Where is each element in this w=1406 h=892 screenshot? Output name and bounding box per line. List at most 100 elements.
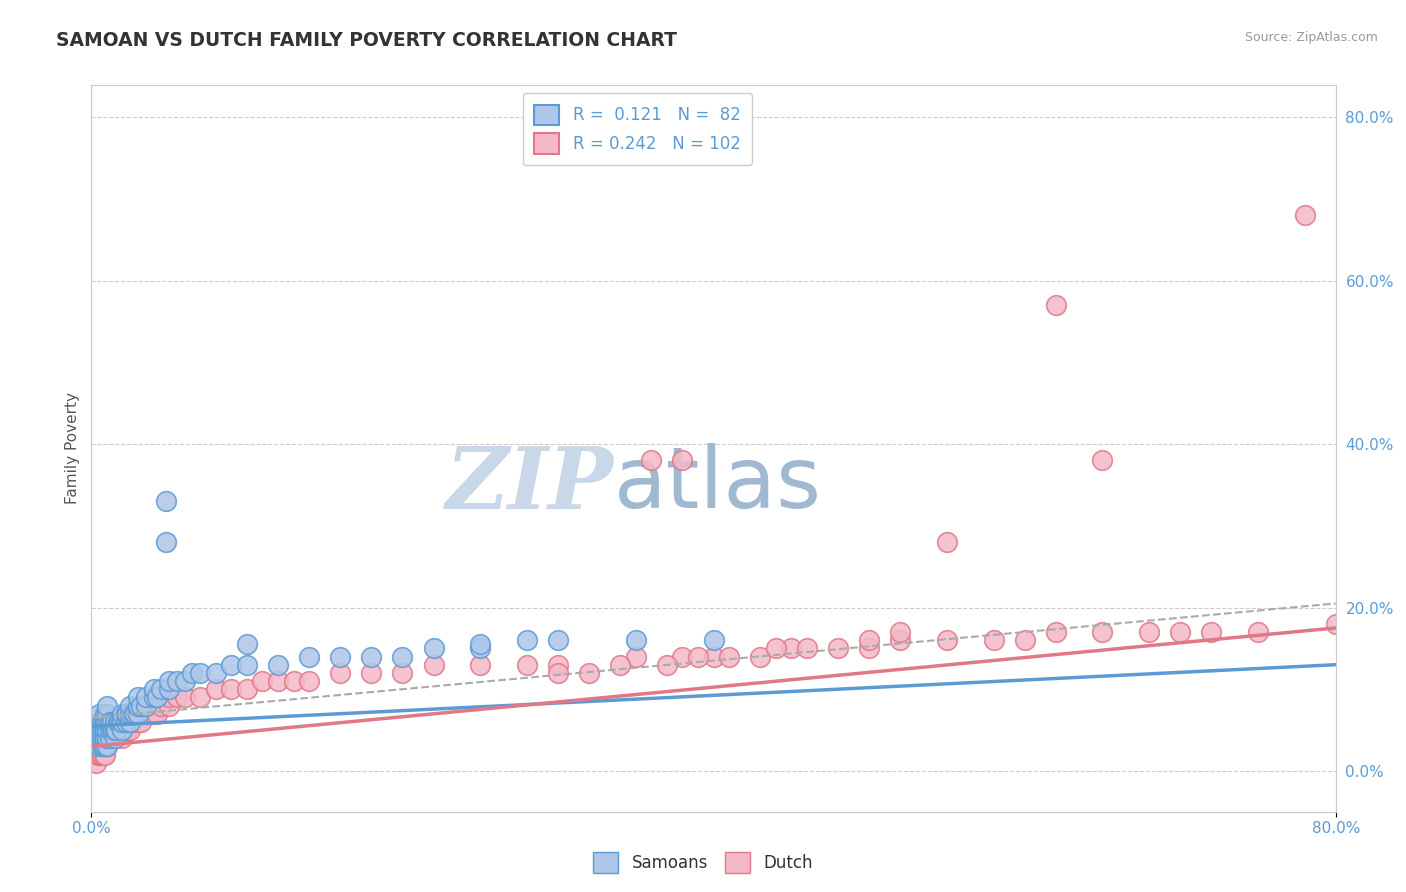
Point xyxy=(96,714,118,729)
Text: Source: ZipAtlas.com: Source: ZipAtlas.com xyxy=(1244,31,1378,45)
Point xyxy=(89,731,111,746)
Point xyxy=(252,673,274,688)
Text: SAMOAN VS DUTCH FAMILY POVERTY CORRELATION CHART: SAMOAN VS DUTCH FAMILY POVERTY CORRELATI… xyxy=(56,31,678,50)
Point xyxy=(1091,453,1114,467)
Point xyxy=(94,731,117,746)
Point xyxy=(935,633,957,648)
Point xyxy=(114,723,136,737)
Point xyxy=(114,706,136,721)
Point xyxy=(166,673,188,688)
Point xyxy=(96,731,118,746)
Point xyxy=(236,657,259,672)
Point xyxy=(89,714,111,729)
Point xyxy=(547,657,569,672)
Point xyxy=(1137,625,1160,640)
Point xyxy=(107,714,129,729)
Point xyxy=(89,731,111,746)
Point xyxy=(655,657,678,672)
Point xyxy=(1045,625,1067,640)
Point xyxy=(100,714,122,729)
Point xyxy=(96,739,118,754)
Point xyxy=(188,665,211,680)
Point xyxy=(157,690,180,705)
Point xyxy=(889,625,911,640)
Point xyxy=(1324,616,1347,631)
Point xyxy=(150,682,173,697)
Point xyxy=(91,739,114,754)
Point xyxy=(983,633,1005,648)
Point xyxy=(1045,298,1067,312)
Point xyxy=(111,723,134,737)
Point xyxy=(718,649,741,664)
Point xyxy=(329,665,352,680)
Point xyxy=(547,633,569,648)
Point xyxy=(101,723,124,737)
Point xyxy=(120,706,142,721)
Point xyxy=(145,706,167,721)
Point xyxy=(236,682,259,697)
Point xyxy=(1014,633,1036,648)
Point xyxy=(267,673,290,688)
Point xyxy=(796,641,818,656)
Point xyxy=(115,706,138,721)
Point xyxy=(827,641,849,656)
Point xyxy=(129,714,152,729)
Point xyxy=(267,657,290,672)
Point xyxy=(578,665,600,680)
Point xyxy=(702,633,725,648)
Point xyxy=(422,657,444,672)
Point xyxy=(94,747,117,762)
Legend: R =  0.121   N =  82, R = 0.242   N = 102: R = 0.121 N = 82, R = 0.242 N = 102 xyxy=(523,93,752,165)
Point xyxy=(91,747,114,762)
Point xyxy=(91,723,114,737)
Point xyxy=(127,698,149,713)
Point xyxy=(90,747,112,762)
Point xyxy=(173,690,195,705)
Point xyxy=(145,690,167,705)
Legend: Samoans, Dutch: Samoans, Dutch xyxy=(586,846,820,880)
Point xyxy=(96,714,118,729)
Point xyxy=(111,706,134,721)
Point xyxy=(101,723,124,737)
Point xyxy=(110,714,132,729)
Point xyxy=(765,641,787,656)
Point xyxy=(94,731,117,746)
Point xyxy=(93,723,115,737)
Point xyxy=(329,649,352,664)
Point xyxy=(91,714,114,729)
Point xyxy=(127,706,149,721)
Point xyxy=(108,723,131,737)
Point xyxy=(181,665,204,680)
Point xyxy=(157,698,180,713)
Point xyxy=(142,706,165,721)
Point xyxy=(516,657,538,672)
Point xyxy=(93,714,115,729)
Point xyxy=(84,756,107,770)
Point xyxy=(1091,625,1114,640)
Point xyxy=(89,706,111,721)
Text: atlas: atlas xyxy=(614,443,823,526)
Point xyxy=(93,739,115,754)
Point xyxy=(640,453,662,467)
Point xyxy=(104,723,127,737)
Point xyxy=(686,649,709,664)
Point xyxy=(236,637,259,651)
Point xyxy=(122,714,145,729)
Point xyxy=(155,494,177,508)
Point xyxy=(93,747,115,762)
Point xyxy=(105,723,128,737)
Point xyxy=(221,682,243,697)
Point xyxy=(150,698,173,713)
Point xyxy=(100,731,122,746)
Point xyxy=(135,698,157,713)
Point xyxy=(135,690,157,705)
Point xyxy=(98,714,121,729)
Point xyxy=(127,714,149,729)
Point xyxy=(89,739,111,754)
Point xyxy=(360,665,382,680)
Point xyxy=(90,731,112,746)
Point xyxy=(391,649,413,664)
Point xyxy=(94,739,117,754)
Point xyxy=(93,739,115,754)
Point xyxy=(90,739,112,754)
